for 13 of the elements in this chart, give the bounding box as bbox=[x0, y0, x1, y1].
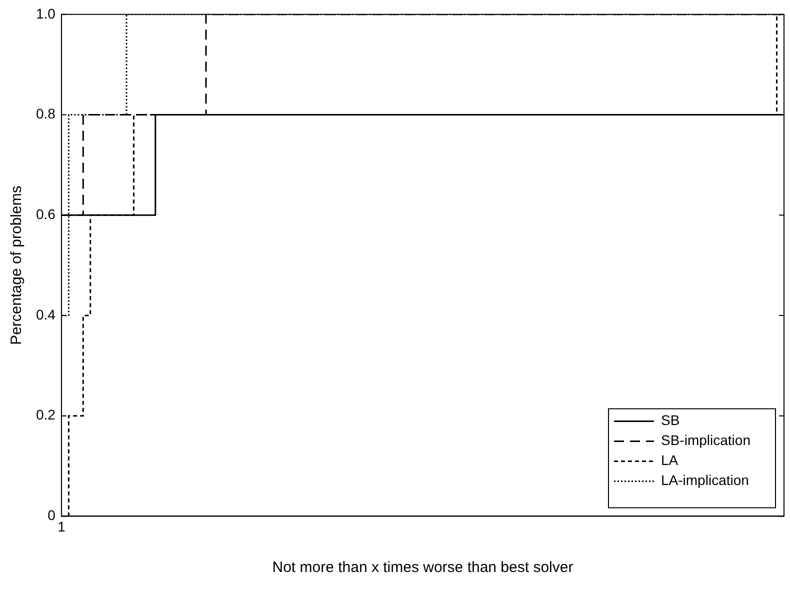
y-axis-title: Percentage of problems bbox=[8, 186, 26, 345]
y-tick-label: 0.2 bbox=[36, 406, 56, 423]
x-tick-label: 1 bbox=[58, 518, 66, 534]
legend-label: LA bbox=[661, 452, 679, 468]
x-axis-title: Not more than x times worse than best solver bbox=[272, 559, 574, 576]
y-tick-label: 0.4 bbox=[36, 306, 56, 322]
y-tick-label: 0.6 bbox=[36, 206, 56, 222]
legend-label: SB-implication bbox=[661, 432, 750, 448]
y-tick-label: 0.8 bbox=[36, 106, 56, 122]
y-tick-label: 1.0 bbox=[36, 5, 56, 22]
legend-label: SB bbox=[661, 412, 680, 428]
legend-label: LA-implication bbox=[661, 472, 749, 488]
y-tick-label: 0 bbox=[48, 507, 56, 524]
